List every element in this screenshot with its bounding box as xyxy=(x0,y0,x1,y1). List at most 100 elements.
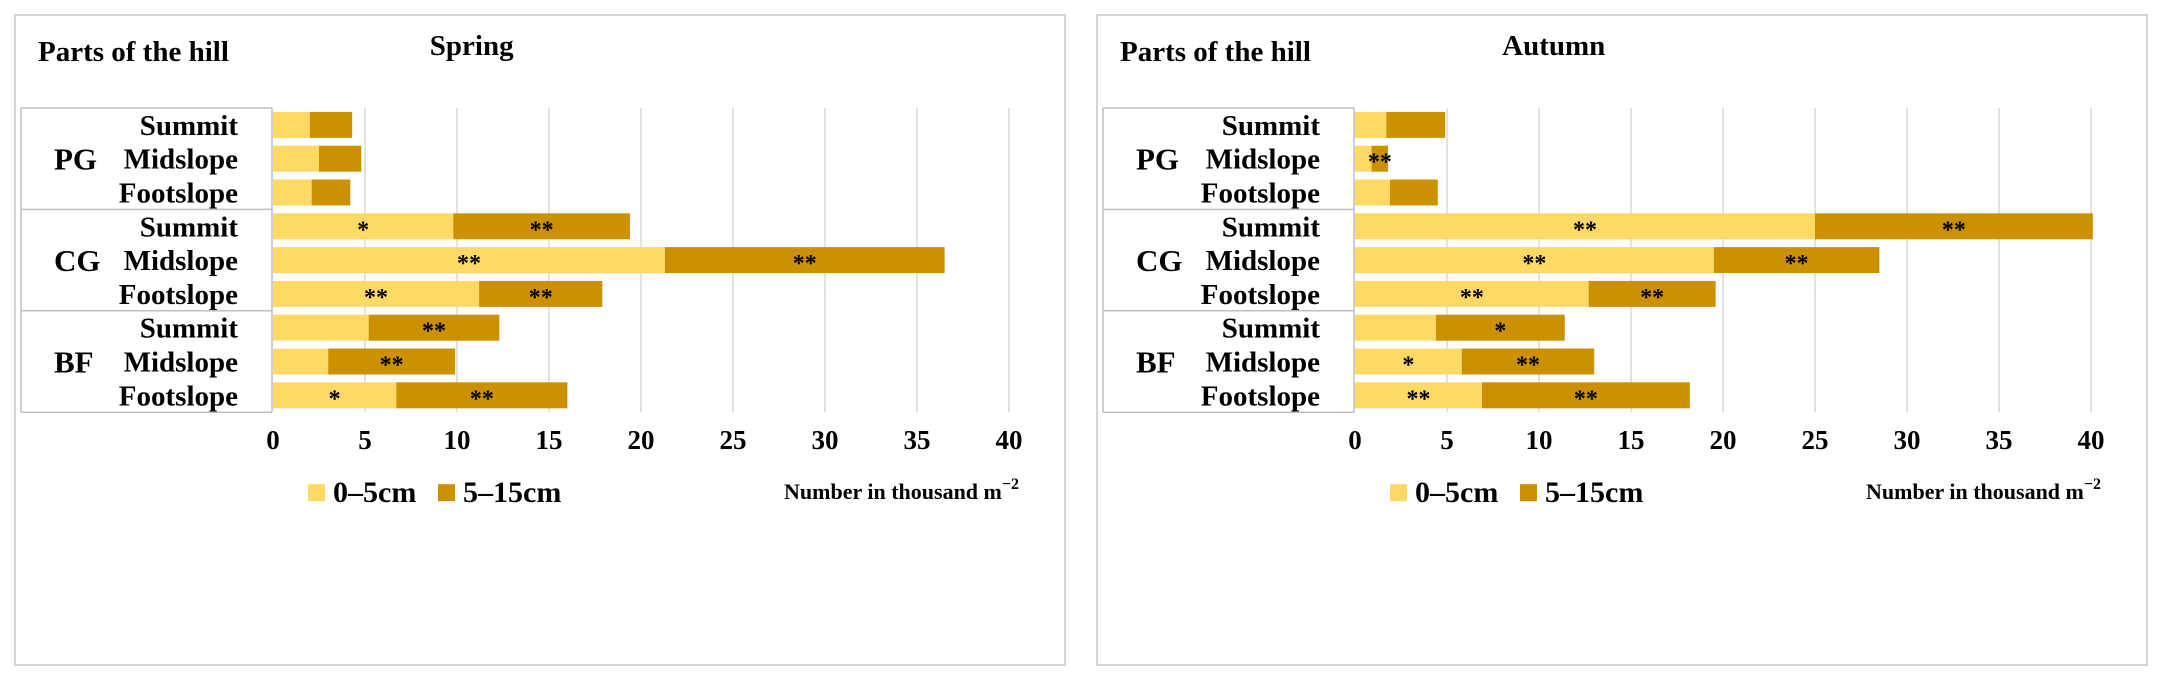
significance-label: ** xyxy=(422,319,446,345)
bar-segment xyxy=(1461,348,1595,375)
legend-swatch xyxy=(1390,484,1407,502)
x-tick-label: 15 xyxy=(536,425,563,455)
x-tick-label: 15 xyxy=(1618,425,1645,455)
category-label: Footslope xyxy=(1201,279,1320,311)
significance-label: ** xyxy=(364,285,388,311)
significance-label: ** xyxy=(380,353,404,379)
category-label: Summit xyxy=(140,110,239,142)
bar-segment xyxy=(1355,314,1436,341)
legend-label: 0–5cm xyxy=(333,476,416,509)
category-label: Footslope xyxy=(119,380,238,412)
bar-segment xyxy=(309,111,353,138)
category-label: Footslope xyxy=(119,279,238,311)
significance-label: ** xyxy=(1640,285,1664,311)
legend-label: 0–5cm xyxy=(1415,476,1498,509)
category-label: Summit xyxy=(140,313,239,345)
x-tick-label: 5 xyxy=(1440,425,1454,455)
x-tick-label: 40 xyxy=(2078,425,2105,455)
bar-segment xyxy=(1355,111,1387,138)
significance-label: * xyxy=(1494,319,1506,345)
bar-segment xyxy=(1481,382,1690,409)
bar-segment xyxy=(1355,179,1390,206)
bar-segment xyxy=(328,348,456,375)
significance-label: ** xyxy=(529,285,553,311)
legend-swatch xyxy=(308,484,325,502)
significance-label: ** xyxy=(530,217,554,243)
bar-segment xyxy=(273,314,369,341)
y-axis-title: Parts of the hill xyxy=(38,36,229,68)
x-tick-label: 20 xyxy=(1710,425,1737,455)
category-label: Midslope xyxy=(124,245,239,277)
chart-svg: Parts of the hill AutumnPGCGBFSummitMidsl… xyxy=(1102,30,2105,509)
category-label: Midslope xyxy=(1206,144,1321,176)
significance-label: ** xyxy=(1574,386,1598,412)
bar-segment xyxy=(273,382,397,409)
bar-segment xyxy=(1355,382,1482,409)
significance-label: * xyxy=(357,217,369,243)
category-label: Midslope xyxy=(124,144,239,176)
x-tick-label: 35 xyxy=(904,425,931,455)
bar-segment xyxy=(1355,247,1714,274)
group-label: CG xyxy=(54,243,101,278)
bar-segment xyxy=(273,348,329,375)
x-tick-label: 30 xyxy=(812,425,839,455)
bar-segment xyxy=(319,145,362,172)
bar-segment xyxy=(453,213,630,240)
x-tick-label: 40 xyxy=(996,425,1023,455)
x-tick-label: 25 xyxy=(1802,425,1829,455)
category-label: Summit xyxy=(140,211,239,243)
significance-label: ** xyxy=(1368,150,1392,176)
significance-label: ** xyxy=(1406,386,1430,412)
significance-label: ** xyxy=(457,251,481,277)
x-tick-label: 0 xyxy=(266,425,280,455)
significance-label: * xyxy=(1402,353,1414,379)
x-tick-label: 25 xyxy=(720,425,747,455)
x-axis-title: Number in thousand m−2 xyxy=(1866,476,2101,504)
significance-label: ** xyxy=(793,251,817,277)
x-tick-label: 5 xyxy=(358,425,372,455)
category-label: Footslope xyxy=(1201,178,1320,210)
significance-label: * xyxy=(329,386,341,412)
group-label: BF xyxy=(1136,345,1176,380)
legend-label: 5–15cm xyxy=(1545,476,1643,509)
bar-segment xyxy=(1355,213,1815,240)
bar-segment xyxy=(368,314,500,341)
bar-segment xyxy=(1355,145,1372,172)
legend-swatch xyxy=(1520,484,1537,502)
significance-label: ** xyxy=(1573,217,1597,243)
bar-segment xyxy=(664,247,945,274)
bar-segment xyxy=(479,280,603,307)
significance-label: ** xyxy=(470,386,494,412)
group-label: PG xyxy=(54,142,97,177)
significance-label: ** xyxy=(1522,251,1546,277)
autumn-chart-panel: Parts of the hill Autumn PG CG BF Summit Midsl… xyxy=(1096,14,2148,666)
significance-label: ** xyxy=(1785,251,1809,277)
bar-segment xyxy=(273,213,454,240)
x-tick-label: 35 xyxy=(1986,425,2013,455)
bar-segment xyxy=(273,111,310,138)
bar-segment xyxy=(1355,280,1589,307)
bar-segment xyxy=(1815,213,2093,240)
bar-segment xyxy=(1588,280,1716,307)
category-label: Summit xyxy=(1222,211,1321,243)
significance-label: ** xyxy=(1942,217,1966,243)
significance-label: ** xyxy=(1460,285,1484,311)
category-label: Midslope xyxy=(1206,347,1321,379)
category-label: Footslope xyxy=(1201,380,1320,412)
bar-segment xyxy=(1435,314,1565,341)
bar-segment xyxy=(396,382,568,409)
group-label: BF xyxy=(54,345,94,380)
spring-chart-panel: Parts of the hill Spring PG CG BF Summit Midsl… xyxy=(14,14,1066,666)
bar-segment xyxy=(273,280,480,307)
bar-segment xyxy=(1386,111,1446,138)
chart-title: Spring xyxy=(430,30,514,62)
legend-swatch xyxy=(438,484,455,502)
legend-label: 5–15cm xyxy=(463,476,561,509)
bar-segment xyxy=(1355,348,1462,375)
bar-segment xyxy=(273,179,312,206)
category-label: Midslope xyxy=(124,347,239,379)
x-tick-label: 10 xyxy=(444,425,471,455)
chart-svg: Parts of the hill SpringPGCGBFSummitMidsl… xyxy=(20,30,1023,509)
group-label: PG xyxy=(1136,142,1179,177)
bar-segment xyxy=(1713,247,1880,274)
